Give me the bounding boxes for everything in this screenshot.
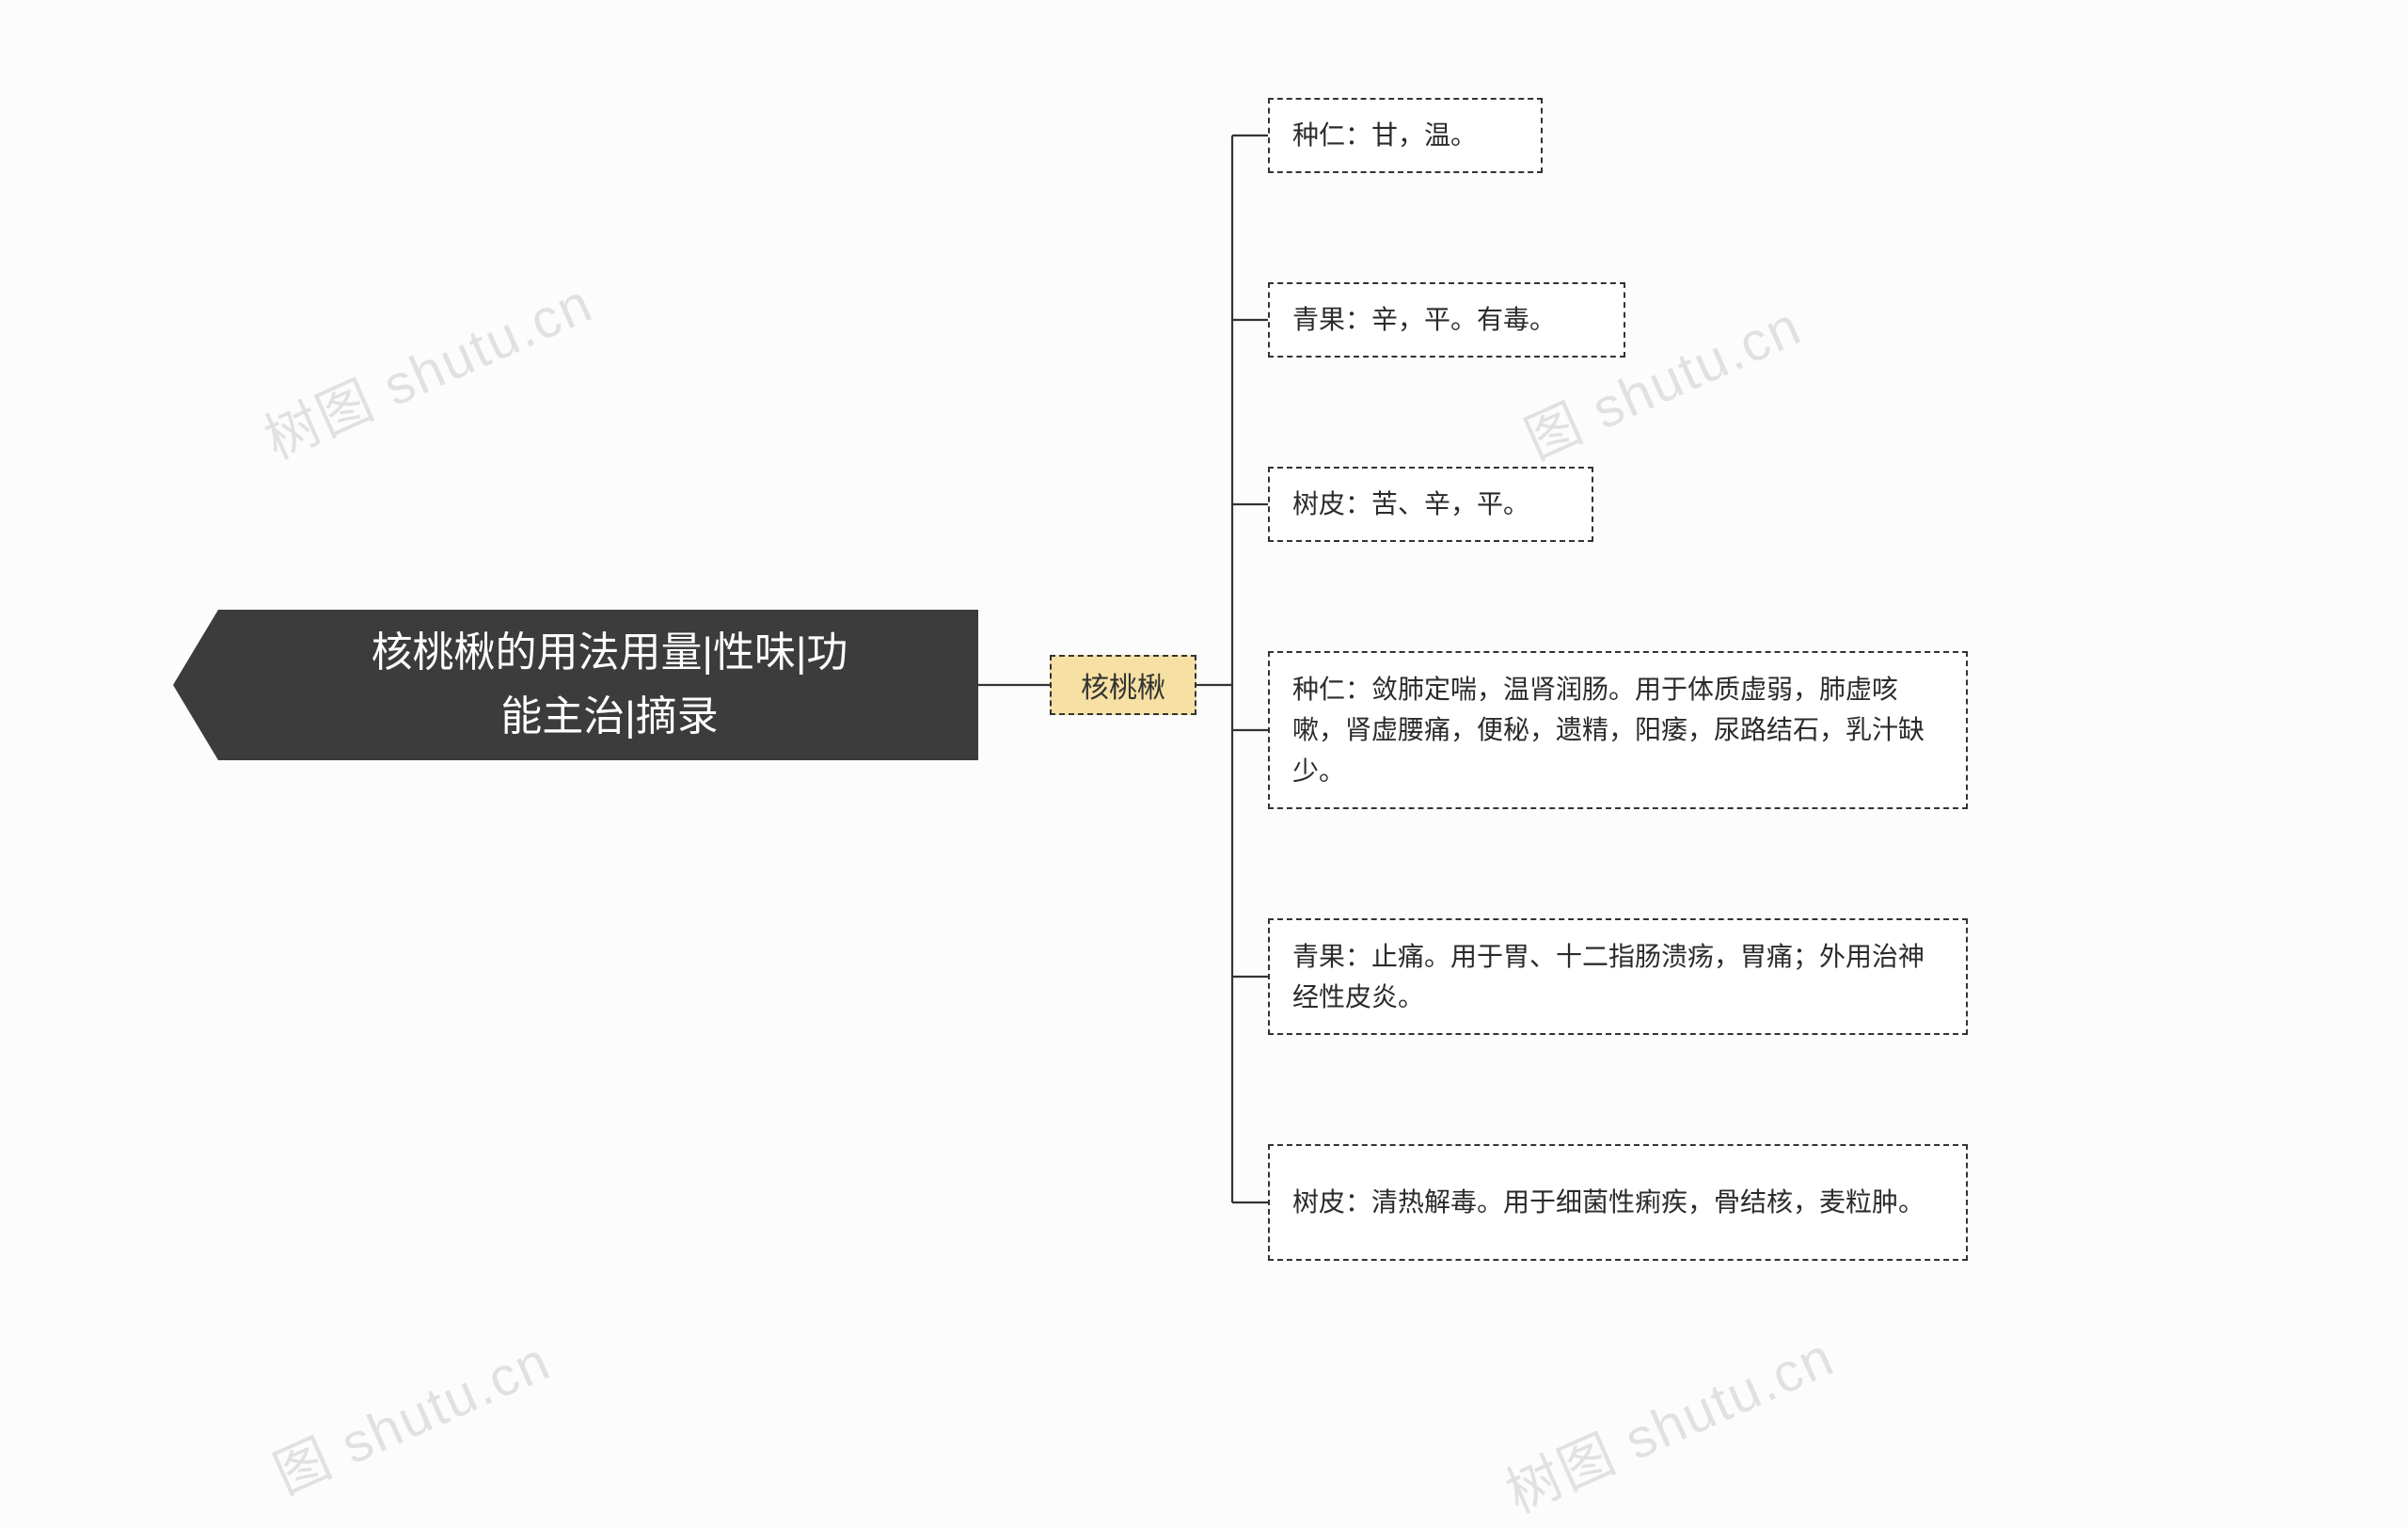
connectors bbox=[0, 0, 2408, 1527]
leaf-node[interactable]: 树皮：苦、辛，平。 bbox=[1268, 467, 1593, 542]
leaf-node[interactable]: 种仁：甘，温。 bbox=[1268, 98, 1543, 173]
leaf-node-label: 种仁：甘，温。 bbox=[1292, 115, 1477, 155]
mid-node[interactable]: 核桃楸 bbox=[1050, 655, 1196, 715]
mindmap-canvas: 树图 shutu.cn 图 shutu.cn 图 shutu.cn 树图 shu… bbox=[0, 0, 2408, 1527]
leaf-node-label: 种仁：敛肺定喘，温肾润肠。用于体质虚弱，肺虚咳嗽，肾虚腰痛，便秘，遗精，阳痿，尿… bbox=[1292, 669, 1943, 791]
root-node[interactable]: 核桃楸的用法用量|性味|功 能主治|摘录 bbox=[218, 610, 978, 760]
leaf-node[interactable]: 青果：止痛。用于胃、十二指肠溃疡，胃痛；外用治神经性皮炎。 bbox=[1268, 918, 1968, 1035]
root-node-label: 核桃楸的用法用量|性味|功 能主治|摘录 bbox=[372, 621, 848, 749]
leaf-node[interactable]: 青果：辛，平。有毒。 bbox=[1268, 282, 1625, 358]
watermark: 树图 shutu.cn bbox=[1492, 1313, 1845, 1528]
leaf-node[interactable]: 种仁：敛肺定喘，温肾润肠。用于体质虚弱，肺虚咳嗽，肾虚腰痛，便秘，遗精，阳痿，尿… bbox=[1268, 651, 1968, 809]
leaf-node[interactable]: 树皮：清热解毒。用于细菌性痢疾，骨结核，麦粒肿。 bbox=[1268, 1144, 1968, 1261]
watermark: 树图 shutu.cn bbox=[250, 259, 603, 474]
watermark: 图 shutu.cn bbox=[260, 1317, 561, 1509]
leaf-node-label: 青果：止痛。用于胃、十二指肠溃疡，胃痛；外用治神经性皮炎。 bbox=[1292, 936, 1943, 1018]
leaf-node-label: 青果：辛，平。有毒。 bbox=[1292, 299, 1556, 340]
mid-node-label: 核桃楸 bbox=[1081, 664, 1165, 706]
leaf-node-label: 树皮：清热解毒。用于细菌性痢疾，骨结核，麦粒肿。 bbox=[1292, 1182, 1925, 1222]
leaf-node-label: 树皮：苦、辛，平。 bbox=[1292, 484, 1529, 524]
